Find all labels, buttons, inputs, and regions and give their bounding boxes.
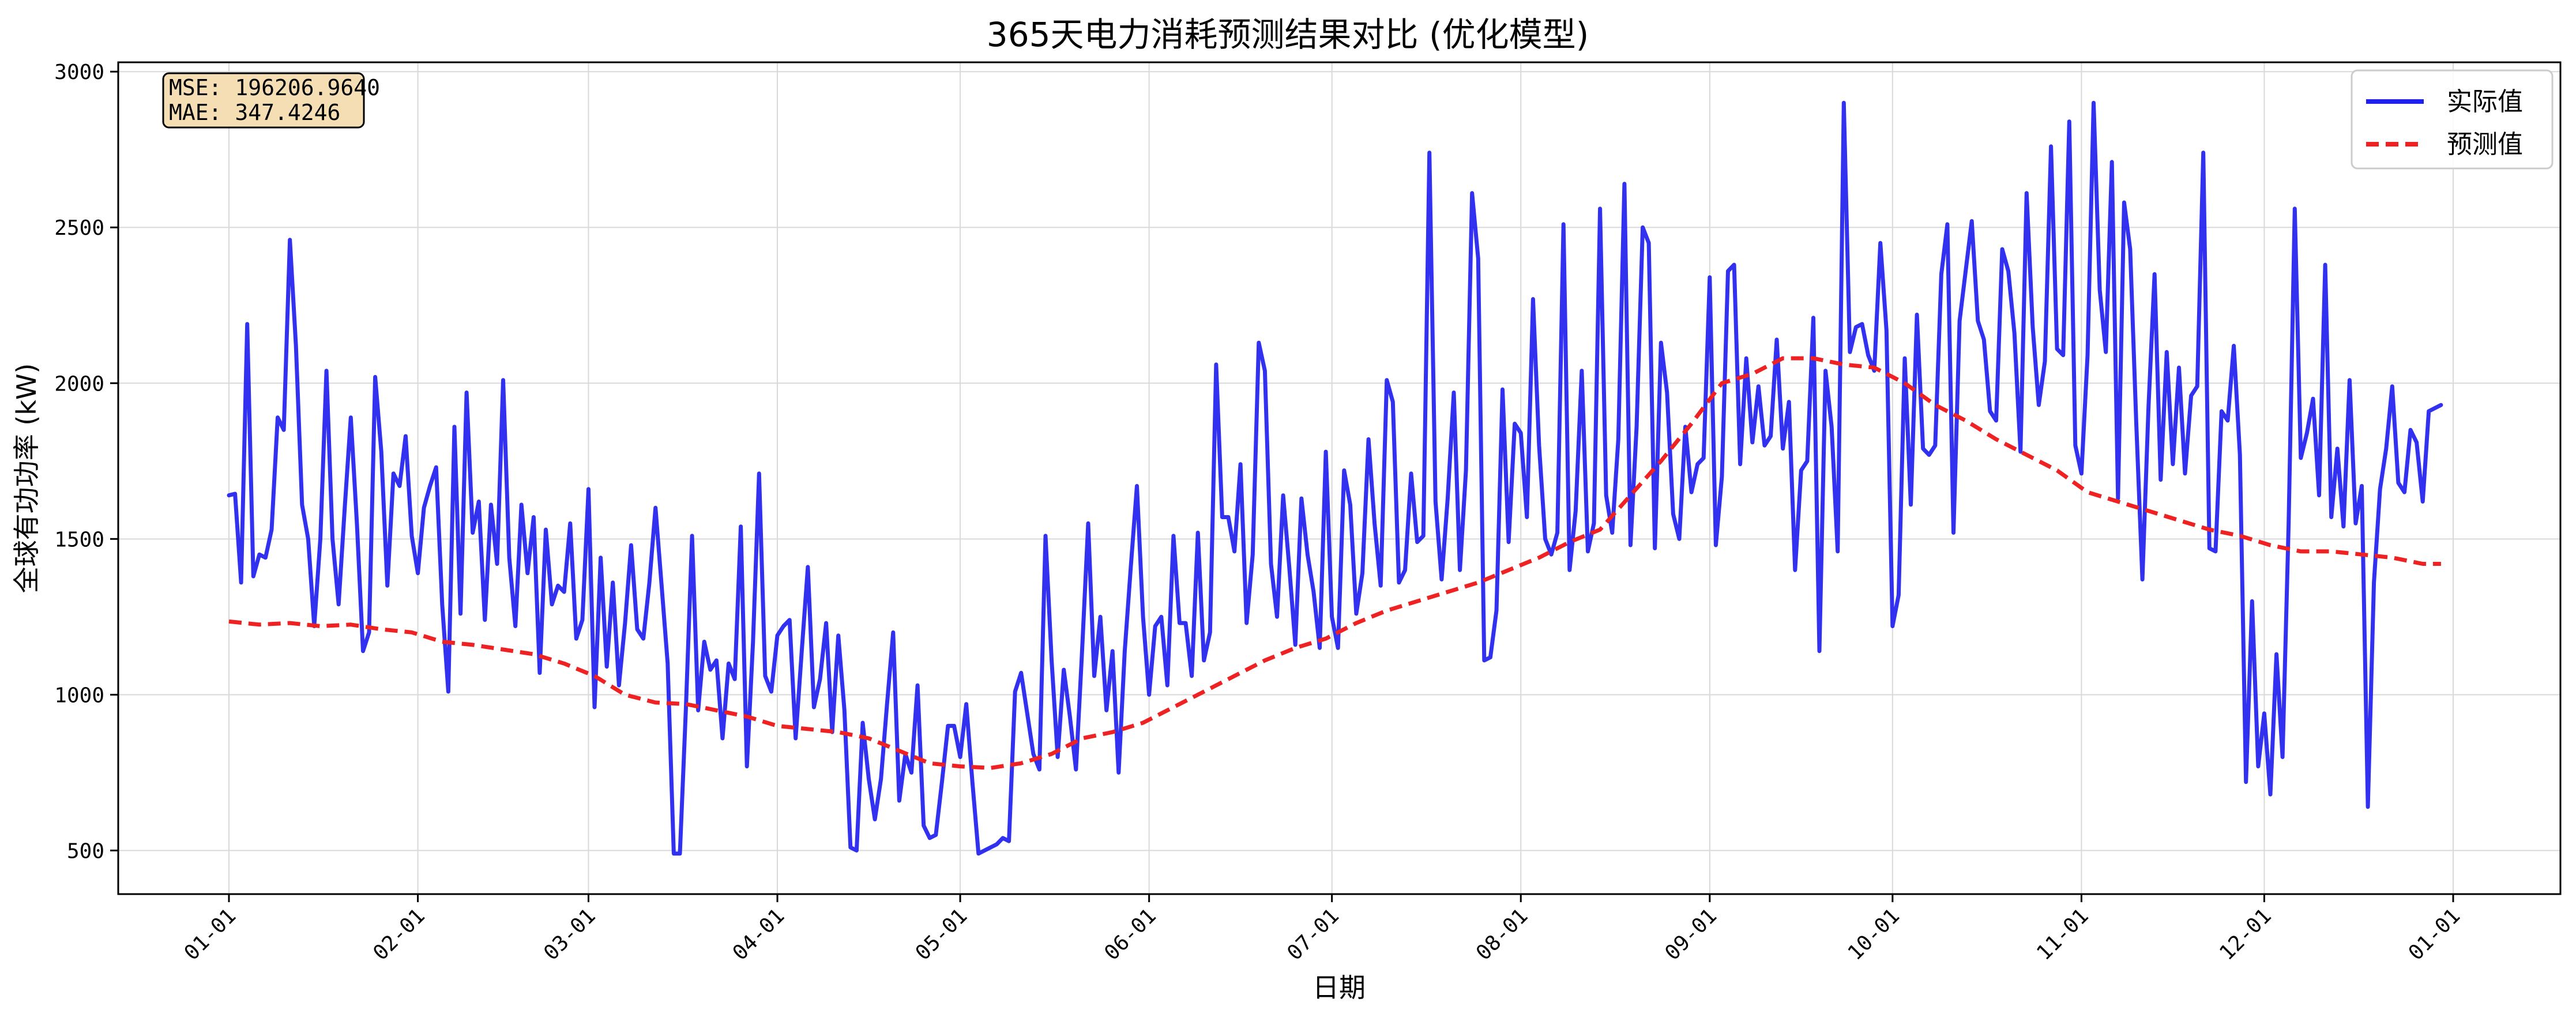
x-axis-label: 日期 bbox=[1313, 972, 1366, 1003]
y-tick-label: 3000 bbox=[54, 61, 104, 84]
x-tick-label: 08-01 bbox=[1472, 904, 1533, 965]
y-tick-label: 1500 bbox=[54, 528, 104, 551]
x-tick-label: 07-01 bbox=[1283, 904, 1344, 965]
y-axis-label: 全球有功功率 (kW) bbox=[11, 363, 42, 594]
y-tick-label: 1000 bbox=[54, 684, 104, 707]
legend-label-predicted: 预测值 bbox=[2447, 130, 2523, 159]
mse-label: MSE: 196206.9640 bbox=[169, 75, 380, 100]
legend-label-actual: 实际值 bbox=[2447, 87, 2523, 117]
x-tick-label: 10-01 bbox=[1844, 904, 1905, 965]
y-tick-label: 2000 bbox=[54, 372, 104, 396]
x-tick-label: 05-01 bbox=[911, 904, 972, 965]
x-tick-label: 09-01 bbox=[1661, 904, 1722, 965]
series-lines bbox=[227, 100, 2443, 856]
metrics-box-background bbox=[162, 72, 365, 129]
axis-ticks: 01-01 02-01 03-01 04-01 05-01 06-01 07-01 08-01… bbox=[54, 61, 2465, 965]
x-tick-label: 11-01 bbox=[2032, 904, 2093, 965]
y-tick-label: 2500 bbox=[54, 216, 104, 240]
predicted-series-line bbox=[228, 356, 2441, 770]
x-tick-label: 06-01 bbox=[1100, 904, 1161, 965]
chart-title: 365天电力消耗预测结果对比 (优化模型) bbox=[987, 15, 1589, 54]
plot-area-frame bbox=[117, 61, 2562, 895]
x-tick-label: 01-01 bbox=[180, 904, 241, 965]
x-tick-label: 02-01 bbox=[368, 904, 430, 965]
metrics-box: MSE: 196206.9640 MAE: 347.4246 bbox=[162, 72, 380, 129]
x-tick-label: 01-01 bbox=[2404, 904, 2465, 965]
grid-lines bbox=[118, 62, 2560, 894]
legend-frame bbox=[2351, 69, 2554, 170]
actual-series-line bbox=[227, 100, 2443, 856]
legend: 实际值 预测值 bbox=[2351, 69, 2554, 170]
x-tick-label: 04-01 bbox=[728, 904, 789, 965]
x-tick-label: 12-01 bbox=[2215, 904, 2276, 965]
mae-label: MAE: 347.4246 bbox=[169, 100, 340, 125]
x-tick-label: 03-01 bbox=[539, 904, 600, 965]
y-tick-label: 500 bbox=[67, 839, 104, 863]
